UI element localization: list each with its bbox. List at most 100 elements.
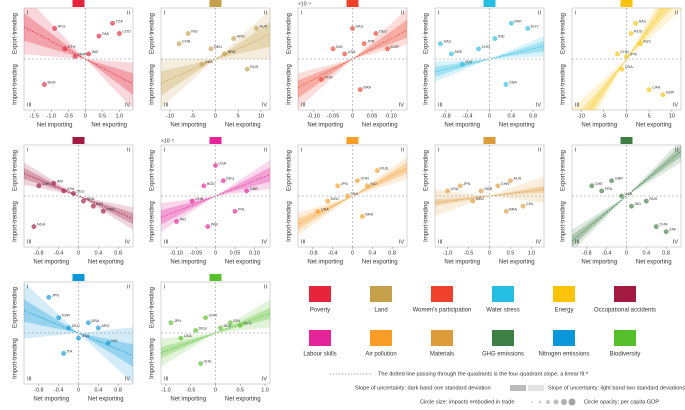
x-tick-label: 0	[214, 250, 217, 256]
y-axis-label: Import-trending	[424, 64, 430, 105]
x-axis-label: Net exporting	[499, 260, 535, 266]
quadrant-label: II	[264, 10, 268, 16]
quadrant-label: III	[27, 376, 32, 382]
y-axis-label: Export-trending	[424, 13, 430, 54]
point	[62, 46, 68, 52]
quadrant-label: II	[127, 284, 131, 290]
point-label: ARG	[101, 324, 109, 328]
x-tick-label: -0.4	[463, 113, 472, 119]
point-label: IDN	[96, 202, 103, 206]
point	[470, 198, 476, 204]
bands	[298, 9, 407, 109]
point	[615, 51, 620, 57]
point	[589, 183, 595, 189]
point	[91, 203, 96, 209]
point	[646, 87, 652, 92]
point-label: NGA	[37, 223, 46, 227]
x-axis-label: Net importing	[37, 123, 73, 129]
point	[205, 224, 211, 229]
point	[660, 92, 666, 98]
x-tick-label: -0.8	[34, 387, 43, 393]
x-tick-label: -5	[601, 113, 606, 119]
point-label: MMR	[78, 52, 87, 56]
point	[42, 82, 47, 87]
quadrant-label: I	[575, 147, 577, 153]
x-axis-label: Net importing	[170, 123, 206, 129]
x-tick-label: 0	[625, 113, 628, 119]
legend-icon	[553, 330, 575, 346]
point	[56, 315, 62, 321]
point	[385, 46, 390, 52]
sdg-icon	[483, 137, 496, 144]
point	[478, 188, 484, 194]
sdg-icon	[209, 137, 222, 144]
point-label: USA	[219, 161, 227, 165]
x-axis-label: Net exporting	[499, 123, 535, 129]
point-label: USA	[625, 192, 633, 196]
point-label: MYS	[243, 321, 252, 325]
x-tick-label: 0.10	[386, 113, 397, 119]
point	[643, 198, 649, 204]
dark-band	[435, 41, 544, 77]
x-tick-label: -0.8	[441, 113, 450, 119]
legend-icon	[492, 286, 514, 302]
point-label: JPN	[367, 40, 374, 44]
sdg-icon	[72, 274, 85, 281]
quadrant-label: II	[675, 10, 679, 16]
x-axis-label: Net importing	[307, 260, 343, 266]
point-label: DEU	[226, 177, 234, 181]
point-label: JPN	[341, 182, 348, 186]
quadrant-label: III	[575, 102, 580, 108]
point-label: USA	[205, 60, 213, 64]
point	[508, 20, 514, 26]
point-label: AUS	[643, 40, 651, 44]
x-tick-label: -0.05	[327, 113, 340, 119]
light-band	[572, 8, 681, 110]
x-tick-label: -0.5	[464, 250, 473, 256]
x-axis-label: Net exporting	[88, 260, 124, 266]
y-axis-label: Export-trending	[150, 13, 156, 54]
point	[476, 46, 481, 52]
quadrant-label: II	[401, 147, 405, 153]
y-axis-label: Export-trending	[13, 287, 19, 328]
point	[168, 320, 174, 326]
point	[361, 41, 367, 47]
quadrant-label: I	[164, 284, 166, 290]
point	[71, 191, 76, 196]
light-band	[298, 9, 407, 109]
quadrant-label: II	[264, 147, 268, 153]
point	[86, 320, 91, 326]
x-axis-label: Net importing	[444, 123, 480, 129]
point	[599, 188, 605, 194]
bands	[24, 282, 133, 384]
quadrant-label: IV	[125, 239, 131, 245]
x-tick-label: -1.0	[161, 387, 170, 393]
legend-label: Energy	[554, 308, 573, 314]
point	[325, 198, 331, 204]
y-axis-label: Import-trending	[150, 64, 156, 105]
point-label: ARE	[454, 50, 462, 54]
point	[96, 33, 102, 39]
point-label: SAU	[356, 24, 364, 28]
point	[86, 51, 92, 57]
x-tick-label: -1.5	[29, 113, 38, 119]
note-swatch	[531, 401, 533, 403]
point-label: USA	[625, 65, 633, 69]
point	[254, 26, 259, 31]
point	[448, 51, 454, 57]
legend-label: Nitrogen emissions	[538, 352, 589, 358]
point	[81, 198, 86, 204]
point	[360, 214, 365, 219]
point	[330, 46, 336, 52]
x-axis-label: Net importing	[581, 123, 617, 129]
x-tick-label: -10	[577, 113, 585, 119]
point	[355, 178, 360, 184]
point	[619, 66, 625, 72]
x-tick-label: -0.05	[190, 250, 203, 256]
x-tick-label: 0.8	[114, 387, 122, 393]
quadrant-label: I	[438, 147, 440, 153]
